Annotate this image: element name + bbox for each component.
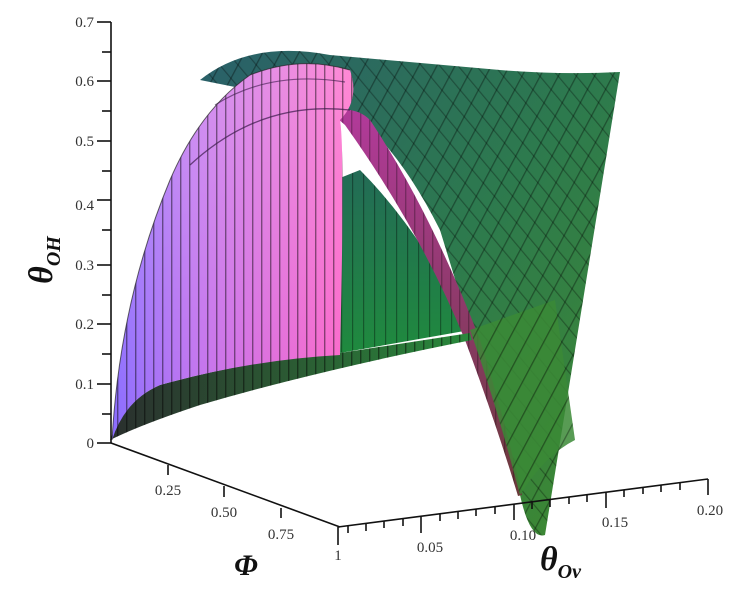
z-tick: 0.3	[75, 258, 94, 274]
ov-tick: 0.10	[510, 528, 536, 544]
z-title-sub: OH	[43, 235, 65, 266]
ov-tick: 0.20	[697, 503, 723, 519]
surface-right-lower	[470, 300, 575, 495]
ov-tick: 0.05	[417, 540, 443, 556]
z-title-main: θ	[23, 266, 60, 284]
phi-axis-title: Φ	[234, 549, 258, 582]
phi-axis	[110, 442, 341, 545]
phi-tick: 0.50	[211, 505, 237, 521]
ov-axis-title: θOv	[540, 541, 582, 583]
ov-title-main: θ	[540, 541, 558, 578]
z-tick-labels: 0.7 0.6 0.5 0.4 0.3 0.2 0.1 0	[75, 15, 94, 452]
phi-tick: 1	[334, 548, 342, 564]
z-tick: 0.7	[75, 15, 94, 31]
z-tick: 0.6	[75, 74, 94, 90]
z-axis	[97, 21, 112, 444]
ov-tick: 0.15	[602, 515, 628, 531]
phi-tick: 0.25	[155, 483, 181, 499]
ov-title-sub: Ov	[558, 561, 582, 583]
z-tick: 0.4	[75, 198, 94, 214]
z-tick: 0	[87, 436, 95, 452]
phi-tick-labels: 0.25 0.50 0.75 1	[155, 483, 342, 564]
ov-tick-labels: 0.05 0.10 0.15 0.20	[417, 503, 723, 556]
z-tick: 0.2	[75, 317, 94, 333]
z-tick: 0.5	[75, 134, 94, 150]
surface-back-wall	[335, 170, 470, 353]
phi-tick: 0.75	[268, 527, 294, 543]
svg-text:θOH: θOH	[23, 235, 65, 284]
surface-pink-face	[111, 63, 354, 441]
surface-front-strip	[110, 333, 472, 440]
z-tick: 0.1	[75, 377, 94, 393]
ov-axis	[337, 478, 709, 533]
z-axis-title: θOH	[23, 235, 65, 284]
